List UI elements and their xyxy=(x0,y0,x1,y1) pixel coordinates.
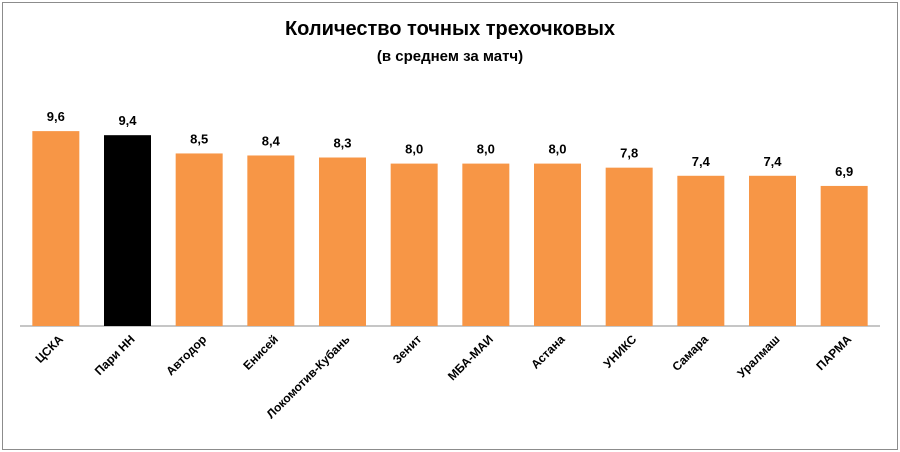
category-label-7: Астана xyxy=(528,332,568,372)
value-label-3: 8,4 xyxy=(262,133,281,148)
value-label-4: 8,3 xyxy=(333,136,351,151)
category-label-2: Автодор xyxy=(163,332,209,378)
value-label-0: 9,6 xyxy=(47,109,65,124)
bar-3 xyxy=(247,155,295,326)
value-labels-group: 9,6 9,4 8,5 8,4 8,3 8,0 8,0 8,0 7,8 7,4 7,4 6,9 xyxy=(47,109,853,179)
category-label-1: Пари НН xyxy=(92,332,138,378)
bar-9 xyxy=(677,175,725,326)
bar-6 xyxy=(462,163,510,326)
bar-5 xyxy=(390,163,438,326)
category-label-5: Зенит xyxy=(390,332,425,367)
category-label-9: Самара xyxy=(669,332,711,374)
value-label-7: 8,0 xyxy=(548,142,566,157)
bar-1 xyxy=(104,135,151,326)
bar-11 xyxy=(820,185,868,326)
bar-10 xyxy=(749,175,796,326)
bar-4 xyxy=(319,157,366,326)
chart-title: Количество точных трехочковых xyxy=(284,18,616,40)
value-label-1: 9,4 xyxy=(118,113,137,128)
bar-2 xyxy=(175,153,223,326)
value-label-6: 8,0 xyxy=(477,142,495,157)
category-label-3: Енисей xyxy=(240,332,281,373)
value-label-9: 7,4 xyxy=(692,154,711,169)
bar-0 xyxy=(32,131,80,326)
category-label-11: ПАРМА xyxy=(813,332,854,373)
value-label-11: 6,9 xyxy=(835,164,853,179)
category-label-8: УНИКС xyxy=(601,332,640,371)
chart-subtitle: (в среднем за матч) xyxy=(376,48,524,65)
value-label-5: 8,0 xyxy=(405,142,423,157)
value-label-8: 7,8 xyxy=(620,146,638,161)
bar-7 xyxy=(534,163,581,326)
bar-8 xyxy=(605,167,653,326)
value-label-2: 8,5 xyxy=(190,131,208,146)
category-label-10: Уралмаш xyxy=(735,332,783,380)
category-label-0: ЦСКА xyxy=(32,332,66,366)
bars-group xyxy=(32,131,868,326)
category-label-6: МБА-МАИ xyxy=(445,332,496,383)
category-labels-group: ЦСКА Пари НН Автодор ЕнисейЛокомотив-Кубань… xyxy=(32,332,854,421)
value-label-10: 7,4 xyxy=(763,154,782,169)
